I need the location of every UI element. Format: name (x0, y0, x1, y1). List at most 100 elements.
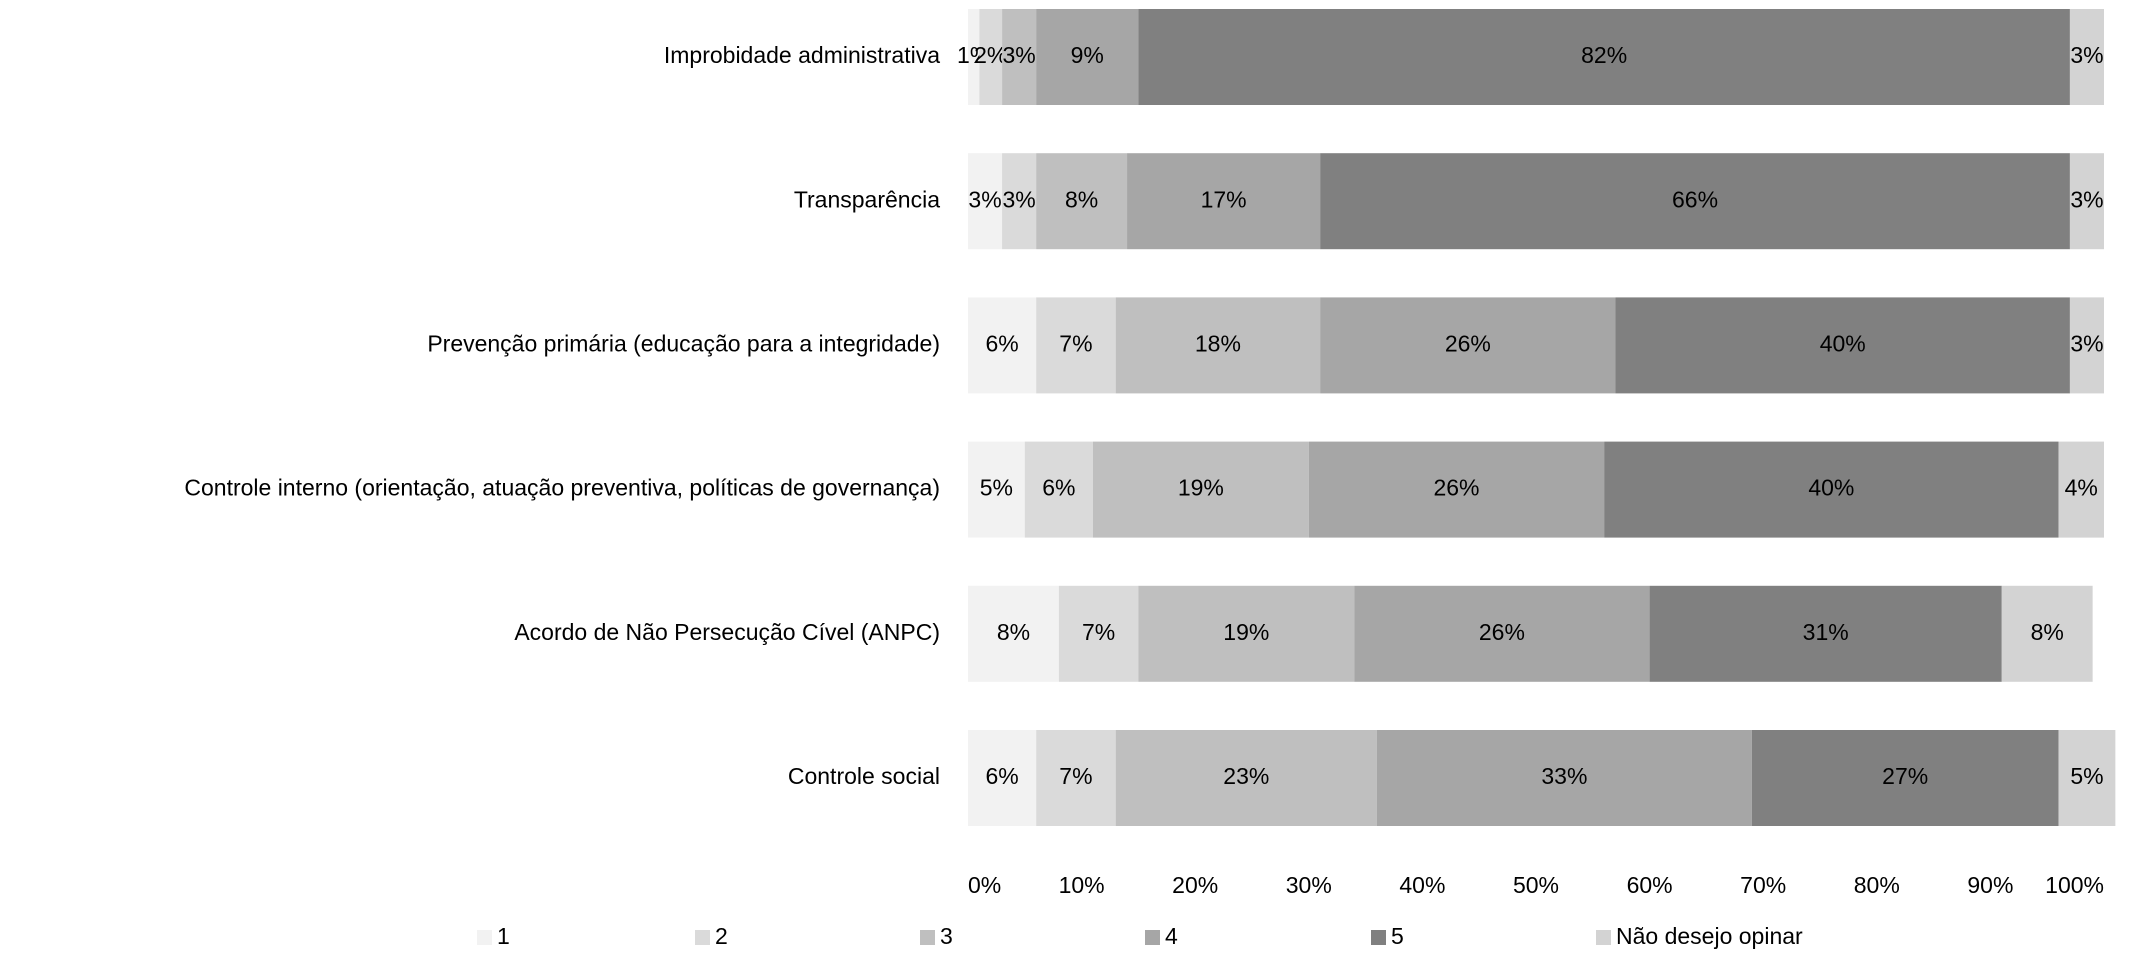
data-label: 7% (1059, 330, 1092, 356)
x-tick-label: 10% (1059, 872, 1105, 898)
bar-segment (2069, 297, 2104, 394)
bar-segment (1036, 730, 1116, 826)
category-label: Prevenção primária (educação para a inte… (427, 330, 940, 356)
x-tick-label: 90% (1967, 872, 2013, 898)
data-label: 33% (1541, 763, 1587, 789)
data-label: 40% (1808, 475, 1854, 501)
data-label: 5% (2070, 763, 2103, 789)
bar-segment (2058, 441, 2104, 538)
data-label: 82% (1581, 42, 1627, 68)
data-label: 26% (1479, 619, 1525, 645)
data-label: 7% (1059, 763, 1092, 789)
legend-label: 5 (1391, 923, 1404, 949)
bar-segment (1058, 585, 1139, 682)
bar-segment (1138, 585, 1355, 682)
bar-segment (1376, 730, 1752, 826)
bar-segment (1002, 153, 1037, 250)
bar-segment (2069, 153, 2104, 250)
data-label: 66% (1672, 186, 1718, 212)
category-label: Controle interno (orientação, atuação pr… (184, 475, 940, 501)
bar-segment (1036, 153, 1128, 250)
bar-segment (2058, 730, 2116, 826)
x-tick-label: 20% (1172, 872, 1218, 898)
bar-segment (979, 9, 1003, 105)
bar-segment (1604, 441, 2059, 538)
bar-segment (968, 730, 1037, 826)
x-tick-label: 80% (1854, 872, 1900, 898)
bar-segment (2001, 585, 2093, 682)
bar-segment (1308, 441, 1605, 538)
bar-segment (1138, 9, 2070, 105)
legend-label: 4 (1165, 923, 1178, 949)
data-label: 17% (1201, 186, 1247, 212)
legend-swatch (920, 930, 935, 945)
x-tick-label: 50% (1513, 872, 1559, 898)
legend-label: 1 (497, 923, 510, 949)
data-label: 3% (2070, 330, 2103, 356)
data-label: 3% (968, 186, 1001, 212)
legend-label: 2 (715, 923, 728, 949)
x-tick-label: 30% (1286, 872, 1332, 898)
x-tick-label: 70% (1740, 872, 1786, 898)
data-label: 4% (2065, 475, 2098, 501)
data-label: 6% (1042, 475, 1075, 501)
legend-label: 3 (940, 923, 953, 949)
data-label: 3% (1002, 42, 1035, 68)
legend-swatch (477, 930, 492, 945)
category-label: Acordo de Não Persecução Cível (ANPC) (514, 619, 940, 645)
bar-segment (968, 9, 980, 105)
legend-label: Não desejo opinar (1616, 923, 1803, 949)
category-label: Controle social (788, 763, 940, 789)
bar-segment (1751, 730, 2059, 826)
data-label: 8% (2031, 619, 2064, 645)
x-tick-label: 100% (2045, 872, 2104, 898)
data-label: 6% (985, 763, 1018, 789)
bar-segment (968, 297, 1037, 394)
x-tick-label: 60% (1627, 872, 1673, 898)
data-label: 7% (1082, 619, 1115, 645)
bar-segment (1127, 153, 1321, 250)
bar-segment (1649, 585, 2002, 682)
bar-segment (968, 441, 1025, 538)
data-label: 27% (1882, 763, 1928, 789)
bar-segment (2069, 9, 2104, 105)
category-label: Improbidade administrativa (664, 42, 940, 68)
bar-segment (1036, 297, 1116, 394)
bar-segment (1036, 9, 1139, 105)
x-tick-label: 0% (968, 872, 1001, 898)
data-label: 6% (985, 330, 1018, 356)
bar-segment (968, 585, 1059, 682)
data-label: 26% (1433, 475, 1479, 501)
bar-segment (1320, 153, 2070, 250)
data-label: 3% (2070, 42, 2103, 68)
data-label: 5% (980, 475, 1013, 501)
legend-swatch (695, 930, 710, 945)
data-label: 9% (1071, 42, 1104, 68)
bar-segment (1115, 730, 1377, 826)
bar-segment (968, 153, 1003, 250)
data-label: 8% (997, 619, 1030, 645)
data-label: 19% (1178, 475, 1224, 501)
bar-segment (1320, 297, 1616, 394)
bar-segment (1092, 441, 1309, 538)
bar-segment (1615, 297, 2070, 394)
x-tick-label: 40% (1399, 872, 1445, 898)
data-label: 19% (1223, 619, 1269, 645)
bar-segment (1115, 297, 1321, 394)
data-label: 23% (1223, 763, 1269, 789)
data-label: 3% (1002, 186, 1035, 212)
bar-segment (1002, 9, 1037, 105)
bar-segment (1354, 585, 1650, 682)
data-label: 18% (1195, 330, 1241, 356)
legend-swatch (1371, 930, 1386, 945)
data-label: 3% (2070, 186, 2103, 212)
legend-swatch (1145, 930, 1160, 945)
data-label: 2% (974, 42, 1007, 68)
data-label: 26% (1445, 330, 1491, 356)
data-label: 40% (1820, 330, 1866, 356)
legend-swatch (1596, 930, 1611, 945)
data-label: 31% (1803, 619, 1849, 645)
bar-segment (1024, 441, 1093, 538)
category-label: Transparência (794, 186, 940, 212)
